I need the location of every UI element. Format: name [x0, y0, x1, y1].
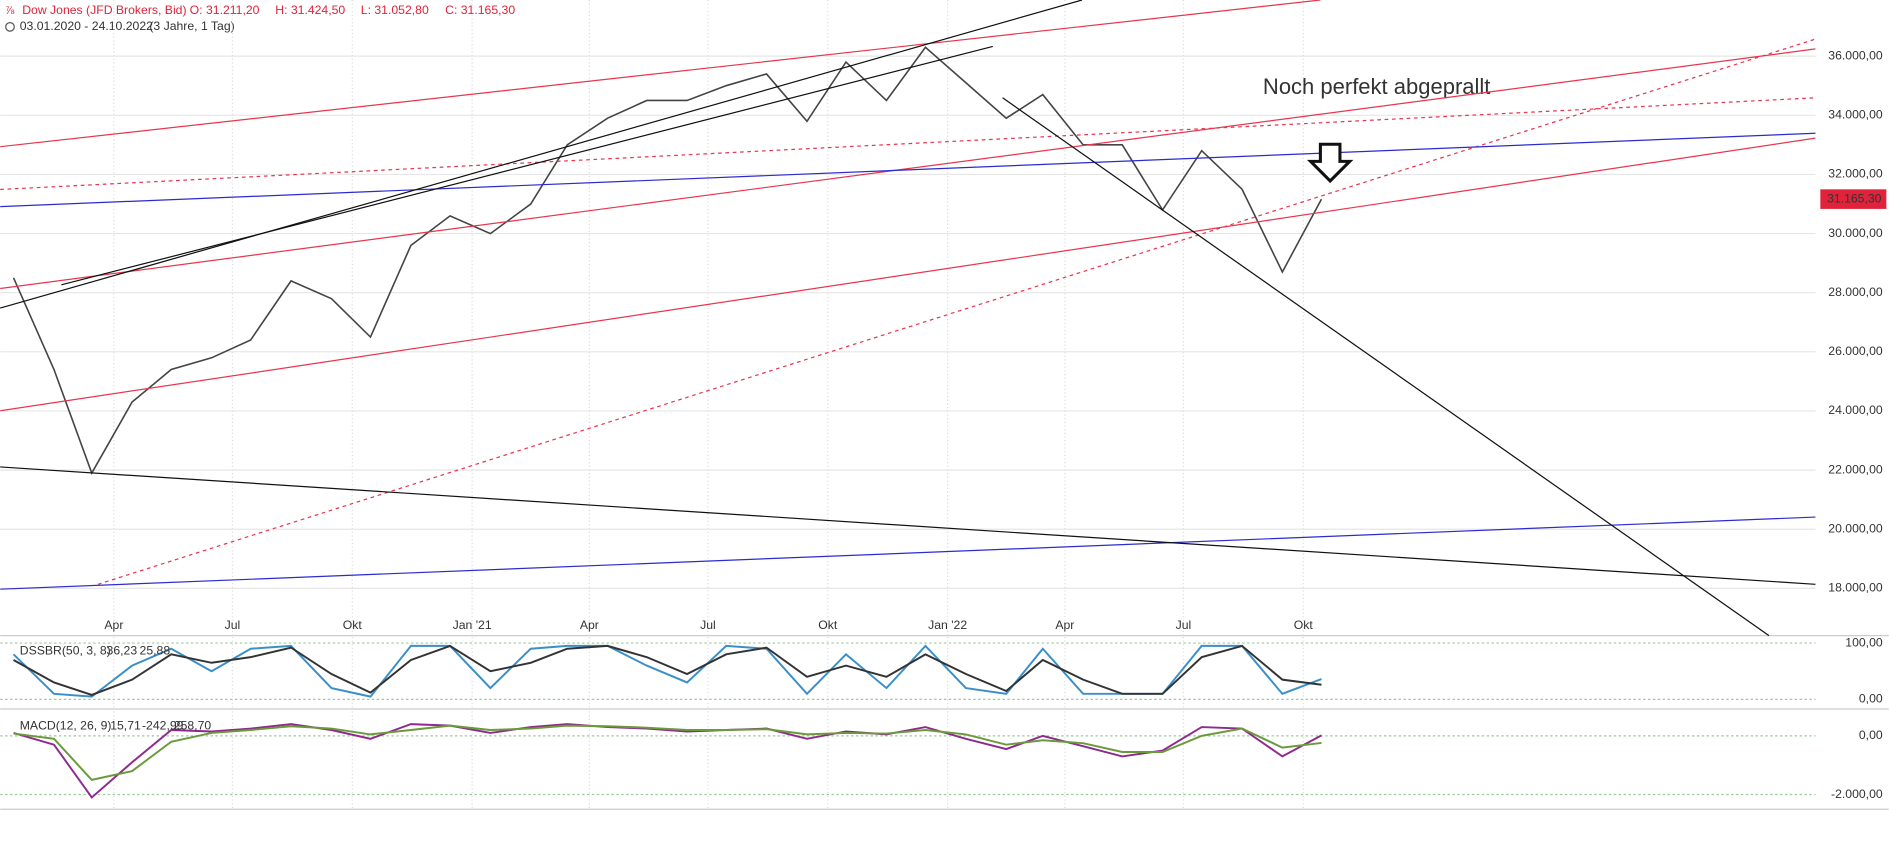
- indicator-readout: 36,23: [107, 644, 138, 658]
- y-tick-label: 100,00: [1845, 635, 1883, 649]
- x-tick-label: Okt: [818, 618, 838, 632]
- series-line: [13, 724, 1322, 781]
- close: C: 31.165,30: [445, 3, 515, 17]
- trendline: [61, 45, 993, 286]
- arrow: [1306, 142, 1354, 184]
- title: Dow Jones (JFD Brokers, Bid): [22, 3, 186, 17]
- y-tick-label: -2.000,00: [1831, 787, 1883, 801]
- y-tick-label: 24.000,00: [1828, 403, 1883, 417]
- annotation: Noch perfekt abgeprallt: [1263, 74, 1490, 99]
- x-tick-label: Apr: [1055, 618, 1074, 632]
- trendline: [0, 0, 1083, 309]
- y-tick-label: 0,00: [1859, 692, 1883, 706]
- y-tick-label: 20.000,00: [1828, 521, 1883, 535]
- y-tick-label: 32.000,00: [1828, 167, 1883, 181]
- trendline: [1002, 97, 1770, 637]
- high: H: 31.424,50: [275, 3, 345, 17]
- x-tick-label: Jul: [700, 618, 716, 632]
- x-tick-label: Apr: [580, 618, 599, 632]
- x-tick-label: Jan '22: [928, 618, 967, 632]
- indicator-title: MACD(12, 26, 9): [20, 718, 112, 732]
- y-tick-label: 28.000,00: [1828, 285, 1883, 299]
- x-tick-label: Apr: [104, 618, 123, 632]
- indicator-readout: 258,70: [174, 718, 212, 732]
- trendline: [0, 0, 1321, 148]
- x-tick-label: Okt: [343, 618, 363, 632]
- y-tick-label: 18.000,00: [1828, 581, 1883, 595]
- span: (3 Jahre, 1 Tag): [149, 19, 234, 33]
- x-tick-label: Jul: [1176, 618, 1192, 632]
- trendline: [0, 516, 1816, 590]
- x-tick-label: Jul: [225, 618, 241, 632]
- y-tick-label: 36.000,00: [1828, 48, 1883, 62]
- y-tick-label: 26.000,00: [1828, 344, 1883, 358]
- series-line: [13, 644, 1322, 696]
- low: L: 31.052,80: [361, 3, 429, 17]
- indicator-readout: 15,71: [110, 718, 141, 732]
- y-tick-label: 34.000,00: [1828, 108, 1883, 122]
- y-tick-label: 30.000,00: [1828, 226, 1883, 240]
- series-line: [13, 723, 1322, 799]
- last-value-label: 31.165,30: [1827, 191, 1882, 205]
- trendline: [0, 97, 1816, 191]
- indicator-title: DSSBR(50, 3, 8): [20, 644, 111, 658]
- clock-icon: [5, 22, 15, 32]
- indicator-readout: 25,88: [140, 644, 171, 658]
- trendline: [0, 466, 1816, 585]
- open: O: 31.211,20: [190, 3, 260, 17]
- trendline: [97, 38, 1816, 585]
- series-line: [12, 644, 1322, 698]
- x-tick-label: Okt: [1294, 618, 1314, 632]
- y-tick-label: 22.000,00: [1828, 462, 1883, 476]
- x-tick-label: Jan '21: [453, 618, 492, 632]
- trendline: [0, 137, 1816, 412]
- indicator-readout: -242,99: [142, 718, 184, 732]
- last-value-box: [1820, 189, 1887, 209]
- trendline: [0, 48, 1816, 290]
- y-tick-label: 0,00: [1859, 728, 1883, 742]
- icon: ⅞: [5, 5, 15, 17]
- series-line: [12, 46, 1323, 475]
- trendline: [0, 132, 1816, 208]
- date-range: 03.01.2020 - 24.10.2022: [20, 19, 153, 33]
